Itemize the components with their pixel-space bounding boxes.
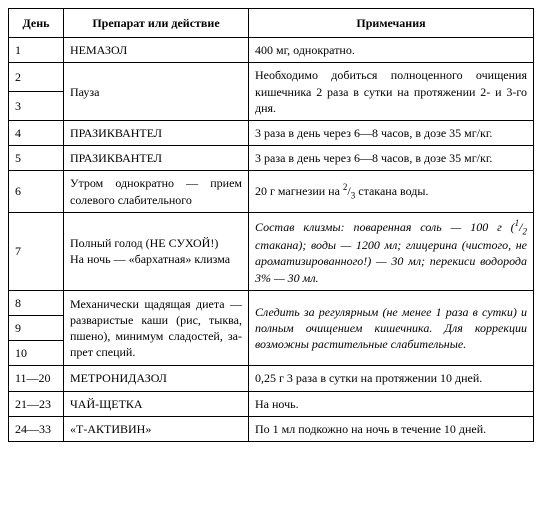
notes-text-a: 20 г магнезии на [255, 184, 343, 198]
notes-text-b: стакана); воды — 1200 мл; глицери­на (чи… [255, 238, 527, 284]
drug-cell: «Т-АКТИВИН» [64, 416, 249, 441]
notes-cell: На ночь. [249, 391, 534, 416]
fraction-num: 2 [343, 182, 348, 192]
table-row: 6 Утром однократно — при­ем солевого сла… [9, 171, 534, 212]
drug-cell: НЕМАЗОЛ [64, 38, 249, 63]
notes-text-a: Состав клизмы: поваренная соль — 100 г ( [255, 220, 515, 234]
day-cell: 11—20 [9, 366, 64, 391]
drug-cell: Утром однократно — при­ем солевого слаби… [64, 171, 249, 212]
day-cell: 8 [9, 290, 64, 315]
notes-cell: 400 мг, однократно. [249, 38, 534, 63]
table-row: 21—23 ЧАЙ-ЩЕТКА На ночь. [9, 391, 534, 416]
day-cell: 3 [9, 92, 64, 121]
table-row: 11—20 МЕТРОНИДАЗОЛ 0,25 г 3 раза в сутки… [9, 366, 534, 391]
header-row: День Препарат или действие Примечания [9, 9, 534, 38]
notes-cell: По 1 мл подкожно на ночь в течение 10 дн… [249, 416, 534, 441]
fraction-num: 1 [515, 218, 520, 228]
drug-cell: ПРАЗИКВАНТЕЛ [64, 146, 249, 171]
notes-text-b: стакана воды. [355, 184, 428, 198]
drug-cell: Полный голод (НЕ СУ­ХОЙ!) На ночь — «бар… [64, 212, 249, 290]
treatment-schedule-table: День Препарат или действие Примечания 1 … [8, 8, 534, 442]
notes-cell: 20 г магнезии на 2/3 стакана воды. [249, 171, 534, 212]
table-row: 8 Механически щадящая дие­та — разварист… [9, 290, 534, 315]
notes-cell: 0,25 г 3 раза в сутки на протяжении 10 д… [249, 366, 534, 391]
table-row: 2 Пауза Необходимо добиться полноценного… [9, 63, 534, 92]
day-cell: 21—23 [9, 391, 64, 416]
day-cell: 24—33 [9, 416, 64, 441]
drug-cell: Пауза [64, 63, 249, 121]
day-cell: 2 [9, 63, 64, 92]
notes-cell: 3 раза в день через 6—8 часов, в дозе 35… [249, 146, 534, 171]
header-notes: Примечания [249, 9, 534, 38]
fraction-den: 2 [523, 226, 528, 236]
day-cell: 5 [9, 146, 64, 171]
header-day: День [9, 9, 64, 38]
day-cell: 6 [9, 171, 64, 212]
notes-cell: Состав клизмы: поваренная соль — 100 г (… [249, 212, 534, 290]
table-row: 7 Полный голод (НЕ СУ­ХОЙ!) На ночь — «б… [9, 212, 534, 290]
notes-cell: Необходимо добиться полноценного очищени… [249, 63, 534, 121]
day-cell: 1 [9, 38, 64, 63]
header-drug: Препарат или действие [64, 9, 249, 38]
drug-text-a: Полный голод (НЕ СУ­ХОЙ!) [70, 235, 242, 251]
table-row: 1 НЕМАЗОЛ 400 мг, однократно. [9, 38, 534, 63]
day-cell: 4 [9, 120, 64, 145]
table-row: 4 ПРАЗИКВАНТЕЛ 3 раза в день через 6—8 ч… [9, 120, 534, 145]
drug-cell: Механически щадящая дие­та — разваристые… [64, 290, 249, 366]
day-cell: 10 [9, 341, 64, 366]
table-row: 24—33 «Т-АКТИВИН» По 1 мл подкожно на но… [9, 416, 534, 441]
notes-cell: Следить за регулярным (не менее 1 раза в… [249, 290, 534, 366]
day-cell: 7 [9, 212, 64, 290]
day-cell: 9 [9, 315, 64, 340]
drug-cell: ПРАЗИКВАНТЕЛ [64, 120, 249, 145]
drug-cell: ЧАЙ-ЩЕТКА [64, 391, 249, 416]
drug-cell: МЕТРОНИДАЗОЛ [64, 366, 249, 391]
drug-text-b: На ночь — «бархатная» клизма [70, 251, 242, 267]
table-row: 5 ПРАЗИКВАНТЕЛ 3 раза в день через 6—8 ч… [9, 146, 534, 171]
notes-cell: 3 раза в день через 6—8 часов, в дозе 35… [249, 120, 534, 145]
